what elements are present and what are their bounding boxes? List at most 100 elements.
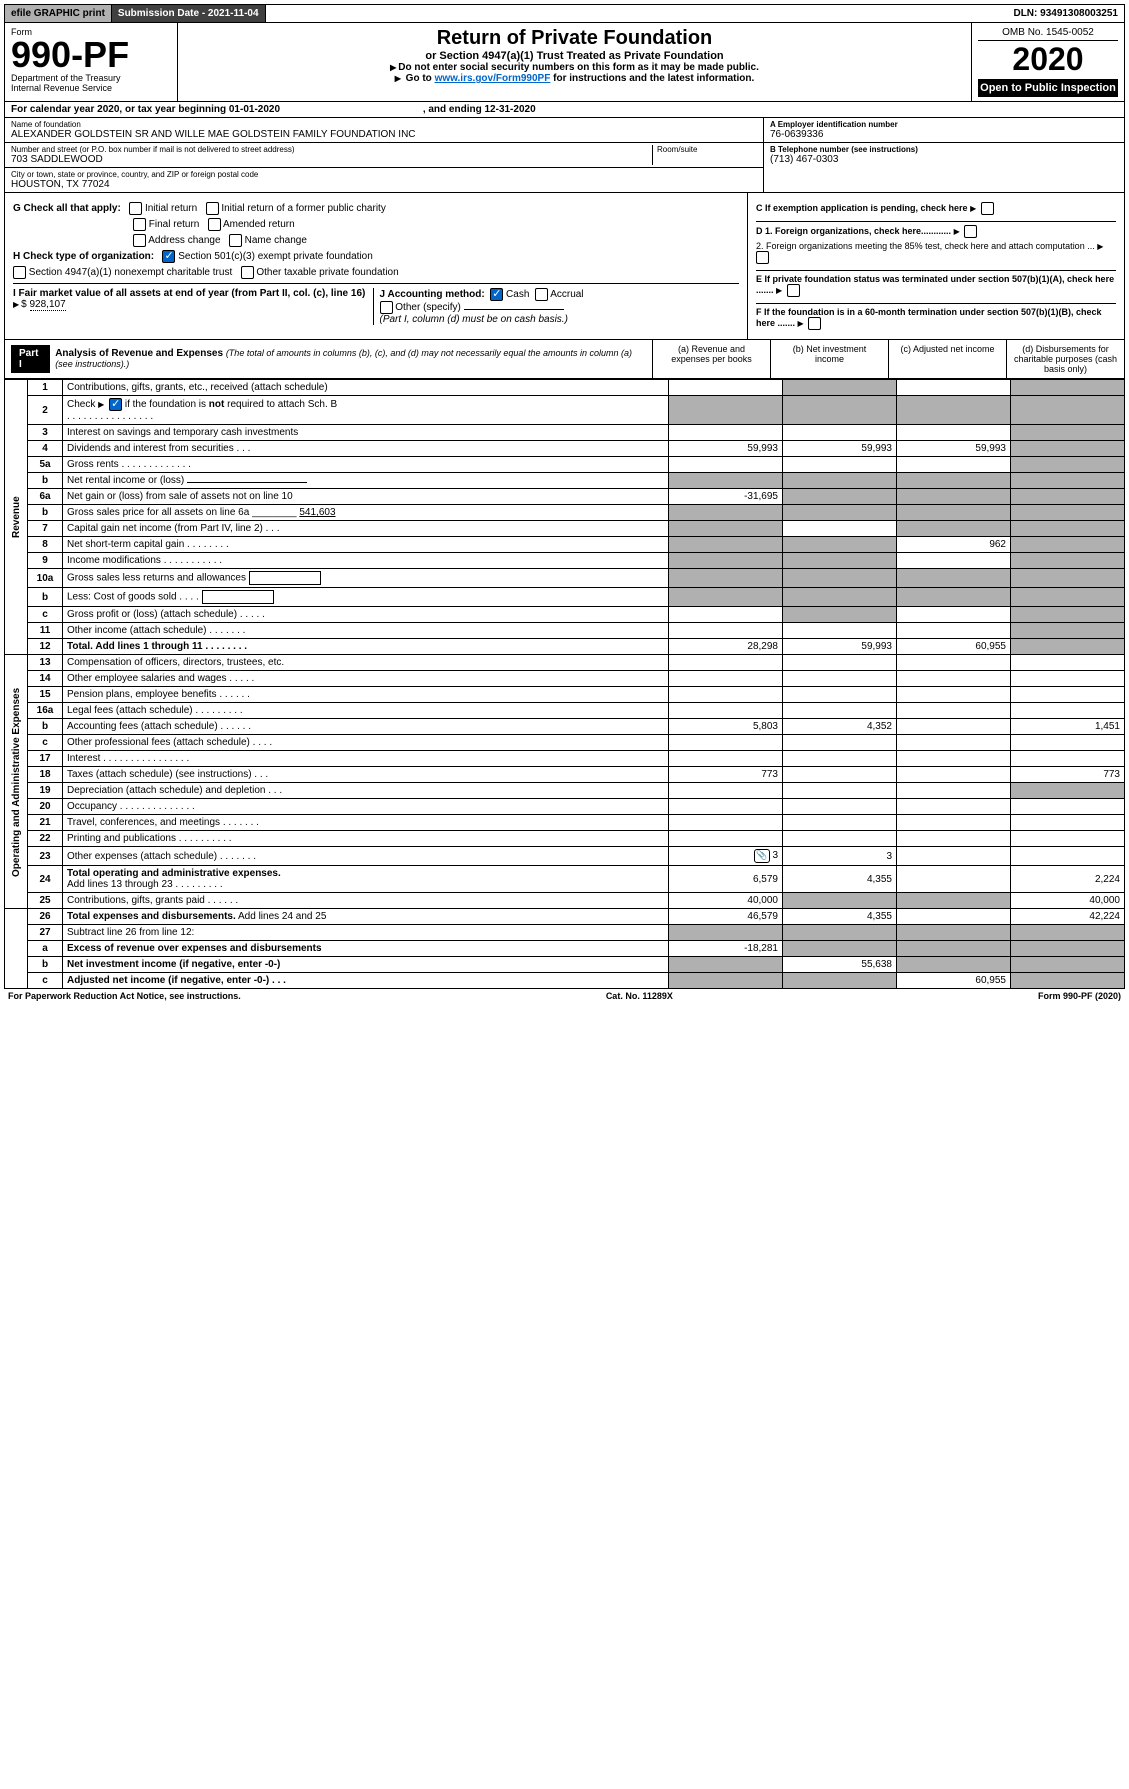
table-row: 17 Interest . . . . . . . . . . . . . . …	[5, 751, 1125, 767]
row-num: 6a	[28, 489, 63, 505]
row-desc: Capital gain net income (from Part IV, l…	[63, 521, 669, 537]
d2-checkbox[interactable]	[756, 251, 769, 264]
row-desc: Total expenses and disbursements. Add li…	[63, 909, 669, 925]
initial-return-checkbox[interactable]	[129, 202, 142, 215]
row-num: 13	[28, 655, 63, 671]
h-501c3-checkbox[interactable]	[162, 250, 175, 263]
final-return-checkbox[interactable]	[133, 218, 146, 231]
calendar-year-row: For calendar year 2020, or tax year begi…	[4, 102, 1125, 118]
cell-value: 59,993	[783, 441, 897, 457]
cell-value: 773	[669, 767, 783, 783]
cell-value: 55,638	[783, 957, 897, 973]
row-num: 9	[28, 553, 63, 569]
row-num: 4	[28, 441, 63, 457]
row-num: 10a	[28, 569, 63, 588]
footer-left: For Paperwork Reduction Act Notice, see …	[8, 991, 241, 1001]
j-cash-label: Cash	[506, 289, 529, 300]
attachment-icon[interactable]: 📎	[754, 849, 770, 863]
table-row: 24 Total operating and administrative ex…	[5, 866, 1125, 893]
info-block: Name of foundation ALEXANDER GOLDSTEIN S…	[4, 118, 1125, 193]
row-desc: Occupancy . . . . . . . . . . . . . .	[63, 799, 669, 815]
form-subtitle: or Section 4947(a)(1) Trust Treated as P…	[184, 50, 965, 62]
cell-value: -31,695	[669, 489, 783, 505]
row-text: Add lines 13 through 23 . . . . . . . . …	[67, 879, 223, 890]
cell-value: 3	[783, 847, 897, 866]
dots: . . . . . . . . . . . . . . . .	[67, 411, 153, 422]
row-desc: Printing and publications . . . . . . . …	[63, 831, 669, 847]
cell-value: 📎 3	[669, 847, 783, 866]
dept-label: Department of the Treasury	[11, 73, 171, 83]
tax-year: 2020	[978, 43, 1118, 75]
row-desc: Dividends and interest from securities .…	[63, 441, 669, 457]
i-label: I Fair market value of all assets at end…	[13, 288, 365, 299]
form990pf-link[interactable]: www.irs.gov/Form990PF	[435, 73, 551, 84]
h-4947-checkbox[interactable]	[13, 266, 26, 279]
e-checkbox[interactable]	[787, 284, 800, 297]
arrow-icon	[970, 203, 978, 213]
h-other-checkbox[interactable]	[241, 266, 254, 279]
col-a-header: (a) Revenue and expenses per books	[653, 340, 771, 378]
part1-title: Analysis of Revenue and Expenses	[55, 348, 223, 359]
c-checkbox[interactable]	[981, 202, 994, 215]
addr-change-label: Address change	[148, 235, 220, 246]
table-row: 25 Contributions, gifts, grants paid . .…	[5, 893, 1125, 909]
cell-value: 773	[1011, 767, 1125, 783]
cal-begin: 01-01-2020	[229, 104, 280, 115]
table-row: a Excess of revenue over expenses and di…	[5, 941, 1125, 957]
phone-value: (713) 467-0303	[770, 154, 1118, 165]
cell-value: 5,803	[669, 719, 783, 735]
arrow-icon	[98, 399, 106, 410]
row-desc: Pension plans, employee benefits . . . .…	[63, 687, 669, 703]
j-label: J Accounting method:	[380, 289, 485, 300]
col-c-header: (c) Adjusted net income	[889, 340, 1007, 378]
note2-pre: Go to	[406, 73, 435, 84]
table-row: Operating and Administrative Expenses 13…	[5, 655, 1125, 671]
sch-b-checkbox[interactable]	[109, 398, 122, 411]
table-row: 12 Total. Add lines 1 through 11 . . . .…	[5, 639, 1125, 655]
row-num: 20	[28, 799, 63, 815]
row-desc: Legal fees (attach schedule) . . . . . .…	[63, 703, 669, 719]
h-4947-label: Section 4947(a)(1) nonexempt charitable …	[29, 267, 232, 278]
j-accrual-checkbox[interactable]	[535, 288, 548, 301]
row-desc: Adjusted net income (if negative, enter …	[63, 973, 669, 989]
cell-value: 28,298	[669, 639, 783, 655]
j-other-label: Other (specify)	[395, 302, 461, 313]
row-desc: Other professional fees (attach schedule…	[63, 735, 669, 751]
row-num: b	[28, 473, 63, 489]
form-number: 990-PF	[11, 37, 171, 73]
f-checkbox[interactable]	[808, 317, 821, 330]
table-row: 4 Dividends and interest from securities…	[5, 441, 1125, 457]
expenses-section-label: Operating and Administrative Expenses	[5, 655, 28, 909]
table-row: 5a Gross rents . . . . . . . . . . . . .	[5, 457, 1125, 473]
initial-former-checkbox[interactable]	[206, 202, 219, 215]
address-value: 703 SADDLEWOOD	[11, 154, 652, 165]
form-title: Return of Private Foundation	[184, 27, 965, 50]
row-num: 25	[28, 893, 63, 909]
row-desc: Net investment income (if negative, ente…	[63, 957, 669, 973]
row-desc: Gross sales less returns and allowances	[63, 569, 669, 588]
d1-label: D 1. Foreign organizations, check here..…	[756, 226, 951, 236]
city-label: City or town, state or province, country…	[11, 170, 757, 179]
d1-checkbox[interactable]	[964, 225, 977, 238]
h-other-label: Other taxable private foundation	[256, 267, 398, 278]
table-row: 2 Check if the foundation is not require…	[5, 396, 1125, 425]
table-row: c Gross profit or (loss) (attach schedul…	[5, 607, 1125, 623]
table-row: 27 Subtract line 26 from line 12:	[5, 925, 1125, 941]
row-desc: Net gain or (loss) from sale of assets n…	[63, 489, 669, 505]
efile-print-button[interactable]: efile GRAPHIC print	[5, 5, 112, 22]
j-cash-checkbox[interactable]	[490, 288, 503, 301]
row-desc: Subtract line 26 from line 12:	[63, 925, 669, 941]
amended-checkbox[interactable]	[208, 218, 221, 231]
arrow-icon	[395, 73, 403, 84]
revenue-section-label: Revenue	[5, 380, 28, 655]
name-change-checkbox[interactable]	[229, 234, 242, 247]
row-desc: Gross rents . . . . . . . . . . . . .	[63, 457, 669, 473]
row-num: 3	[28, 425, 63, 441]
j-other-checkbox[interactable]	[380, 301, 393, 314]
row-num: 27	[28, 925, 63, 941]
cal-pre: For calendar year 2020, or tax year begi…	[11, 104, 229, 115]
addr-change-checkbox[interactable]	[133, 234, 146, 247]
cell-value: 962	[897, 537, 1011, 553]
h-501c3-label: Section 501(c)(3) exempt private foundat…	[178, 251, 373, 262]
cell-value: 46,579	[669, 909, 783, 925]
